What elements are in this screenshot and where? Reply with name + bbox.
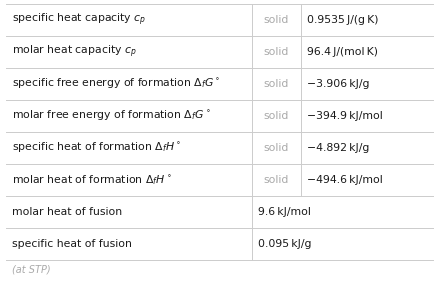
Text: 96.4 J/(mol K): 96.4 J/(mol K) [306, 47, 377, 57]
Text: solid: solid [263, 79, 288, 89]
Text: specific free energy of formation $\Delta_f G^\circ$: specific free energy of formation $\Delt… [12, 77, 220, 91]
Text: solid: solid [263, 15, 288, 25]
Text: molar free energy of formation $\Delta_f G^\circ$: molar free energy of formation $\Delta_f… [12, 109, 210, 123]
Text: solid: solid [263, 47, 288, 57]
Text: solid: solid [263, 143, 288, 153]
Text: −4.892 kJ/g: −4.892 kJ/g [306, 143, 368, 153]
Text: specific heat of formation $\Delta_f H^\circ$: specific heat of formation $\Delta_f H^\… [12, 141, 181, 155]
Text: specific heat capacity $c_p$: specific heat capacity $c_p$ [12, 12, 146, 28]
Text: specific heat of fusion: specific heat of fusion [12, 239, 131, 249]
Text: solid: solid [263, 175, 288, 185]
Text: (at STP): (at STP) [12, 264, 50, 274]
Text: 0.9535 J/(g K): 0.9535 J/(g K) [306, 15, 377, 25]
Text: molar heat of fusion: molar heat of fusion [12, 207, 122, 217]
Text: −394.9 kJ/mol: −394.9 kJ/mol [306, 111, 381, 121]
Text: 0.095 kJ/g: 0.095 kJ/g [257, 239, 310, 249]
Text: −3.906 kJ/g: −3.906 kJ/g [306, 79, 368, 89]
Text: −494.6 kJ/mol: −494.6 kJ/mol [306, 175, 381, 185]
Text: 9.6 kJ/mol: 9.6 kJ/mol [257, 207, 310, 217]
Text: solid: solid [263, 111, 288, 121]
Text: molar heat capacity $c_p$: molar heat capacity $c_p$ [12, 44, 136, 60]
Text: molar heat of formation $\Delta_f H^\circ$: molar heat of formation $\Delta_f H^\cir… [12, 173, 171, 187]
